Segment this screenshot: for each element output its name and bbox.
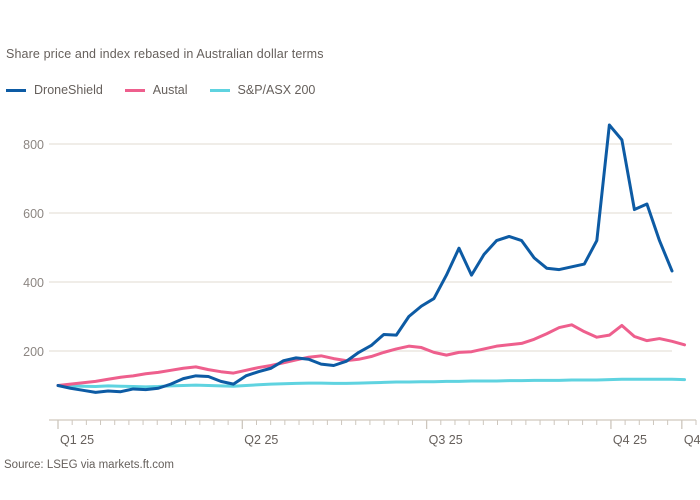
chart-source: Source: LSEG via markets.ft.com	[4, 459, 175, 471]
y-tick-label: 800	[23, 138, 44, 152]
x-tick-label: Q4 25	[613, 433, 647, 447]
x-tick-label: Q4 25	[684, 433, 700, 447]
legend-swatch-austal	[124, 88, 145, 92]
y-tick-label: 600	[23, 207, 44, 221]
legend-item-droneshield[interactable]: DroneShield	[6, 83, 103, 97]
legend-swatch-asx200	[209, 88, 230, 92]
x-axis-ticks	[57, 420, 697, 429]
series-line-droneshield	[56, 123, 674, 394]
x-axis-tick-labels: Q1 25 Q2 25 Q3 25 Q4 25 Q4 25	[60, 433, 700, 447]
series-line-austal	[56, 323, 687, 387]
y-tick-label: 200	[23, 345, 44, 359]
legend-swatch-droneshield	[6, 88, 26, 92]
legend-label-droneshield: DroneShield	[34, 83, 103, 97]
x-tick-label: Q1 25	[60, 433, 94, 447]
legend-label-austal: Austal	[152, 83, 188, 97]
x-tick-label: Q2 25	[244, 433, 278, 447]
y-axis-tick-labels: 200 400 600 800	[23, 138, 44, 359]
chart-subtitle: Share price and index rebased in Austral…	[6, 47, 324, 61]
y-tick-label: 400	[23, 276, 44, 290]
legend-item-asx200[interactable]: S&P/ASX 200	[209, 83, 316, 97]
chart-gridlines	[49, 143, 672, 352]
x-tick-label: Q3 25	[429, 433, 463, 447]
legend-item-austal[interactable]: Austal	[124, 83, 188, 97]
series-line-asx200	[56, 377, 687, 389]
legend-label-asx200: S&P/ASX 200	[237, 83, 316, 97]
chart-series-lines	[56, 123, 687, 394]
chart-legend: DroneShield Austal S&P/ASX 200	[6, 83, 337, 97]
